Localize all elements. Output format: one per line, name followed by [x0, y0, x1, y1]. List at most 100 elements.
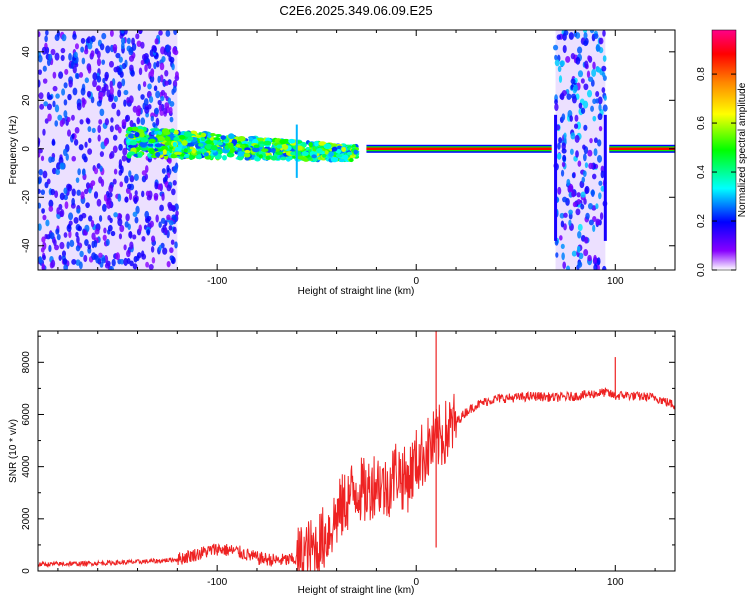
- spectrogram-blob: [140, 94, 145, 100]
- spectrogram-blob: [131, 37, 135, 46]
- spectrogram-blob: [68, 52, 72, 61]
- spectrogram-blob: [40, 247, 45, 253]
- spectrogram-blob: [265, 155, 271, 160]
- spectrogram-blob: [106, 200, 112, 209]
- spectrogram-blob: [103, 227, 107, 234]
- spectrogram-blob: [248, 137, 254, 142]
- spectrogram-blob: [341, 146, 347, 152]
- spectrogram-blob: [170, 128, 176, 134]
- spectrogram-blob: [184, 154, 190, 158]
- spectrogram-blob: [187, 141, 193, 147]
- spectrogram-blob: [575, 208, 581, 216]
- spectrogram-blob: [171, 214, 177, 220]
- spectrogram-blob: [129, 175, 135, 183]
- spectrogram-blob: [163, 107, 168, 115]
- spectrogram-blob: [60, 54, 65, 62]
- spectrogram-blob: [71, 133, 75, 139]
- spectrogram-blob: [575, 150, 579, 158]
- spectrogram-blob: [101, 32, 107, 40]
- spectrogram-blob: [587, 202, 593, 210]
- spectrogram-blob: [112, 43, 118, 52]
- interference-edge: [554, 114, 558, 241]
- spectrogram-blob: [170, 153, 178, 159]
- spectrogram-blob: [118, 213, 123, 220]
- spectrogram-blob: [84, 77, 89, 84]
- spectrogram-blob: [87, 244, 92, 250]
- spectrogram-blob: [203, 152, 209, 157]
- spectrogram-blob: [124, 175, 129, 184]
- spectrogram-blob: [38, 92, 44, 100]
- spectrogram-blob: [577, 223, 583, 232]
- spectrogram-blob: [100, 178, 105, 187]
- spectrogram-blob: [561, 161, 566, 168]
- spectrogram-blob: [109, 30, 114, 37]
- spectrogram-blob: [38, 176, 42, 184]
- spectrogram-blob: [78, 144, 84, 151]
- spectrogram-blob: [157, 99, 162, 106]
- spectrogram-blob: [175, 210, 179, 217]
- spectrogram-blob: [169, 100, 175, 107]
- spectrogram-blob: [123, 99, 127, 107]
- spectrogram-blob: [601, 87, 606, 94]
- spectrogram-blob: [38, 168, 43, 176]
- spectrogram-blob: [113, 66, 119, 73]
- colorbar-tick-label: 0.0: [696, 263, 707, 277]
- spectrogram-blob: [200, 137, 206, 142]
- spectrogram-blob: [108, 184, 114, 193]
- spectrogram-blob: [63, 82, 68, 89]
- spectrogram-blob: [602, 30, 606, 37]
- spectrogram-blob: [103, 138, 108, 147]
- spectrogram-streak: [295, 124, 298, 178]
- spectrogram-blob: [71, 197, 75, 206]
- spectrogram-blob: [72, 66, 77, 74]
- spectrogram-blob: [562, 154, 567, 162]
- spectrogram-blob: [592, 98, 597, 105]
- spectrogram-blob: [593, 148, 598, 157]
- spectrogram-blob: [598, 180, 603, 186]
- spectrogram-blob: [557, 65, 562, 73]
- spectrogram-blob: [38, 79, 41, 88]
- spectrogram-blob: [241, 140, 249, 145]
- spectrogram-blob: [87, 126, 92, 132]
- spectrogram-blob: [151, 257, 156, 264]
- spectrogram-blob: [158, 221, 162, 228]
- colorbar-tick-label: 0.4: [696, 165, 707, 179]
- spectrogram-blob: [568, 209, 573, 215]
- spectrogram-blob: [561, 148, 567, 154]
- spectrogram-blob: [587, 55, 591, 62]
- spectrogram-blob: [135, 137, 141, 142]
- spectrogram-blob: [160, 217, 166, 224]
- spectrogram-blob: [132, 105, 138, 113]
- spectrogram-blob: [73, 51, 78, 58]
- spectrogram-blob: [46, 103, 53, 111]
- spectrogram-blob: [117, 81, 123, 89]
- spectrogram-blob: [164, 80, 169, 86]
- spectrogram-blob: [210, 144, 218, 151]
- spectrogram-blob: [330, 156, 339, 163]
- spectrogram-blob: [129, 64, 134, 72]
- spectrogram-blob: [38, 69, 42, 75]
- y-tick-label: 6000: [21, 403, 32, 426]
- spectrogram-blob: [583, 153, 587, 162]
- spectrogram-blob: [128, 95, 134, 104]
- spectrogram-blob: [99, 151, 105, 158]
- spectrogram-blob: [559, 235, 563, 241]
- spectrogram-blob: [68, 230, 72, 239]
- spectrogram-blob: [117, 218, 123, 227]
- spectrogram-blob: [301, 151, 309, 157]
- spectrogram-blob: [123, 257, 128, 266]
- spectrogram-blob: [73, 216, 79, 224]
- spectrogram-blob: [154, 107, 159, 115]
- spectrogram-blob: [144, 64, 148, 73]
- spectrogram-blob: [96, 75, 102, 83]
- spectrogram-blob: [577, 160, 582, 167]
- spectrogram-blob: [138, 30, 142, 34]
- spectrogram-blob: [93, 167, 99, 175]
- top-x-axis-label: Height of straight line (km): [298, 286, 415, 297]
- spectrogram-blob: [308, 141, 313, 148]
- spectrogram-blob: [123, 244, 127, 251]
- spectrogram-blob: [99, 43, 105, 51]
- spectrogram-blob: [76, 189, 81, 196]
- spectrogram-blob: [554, 59, 560, 67]
- spectrogram-blob: [109, 80, 113, 89]
